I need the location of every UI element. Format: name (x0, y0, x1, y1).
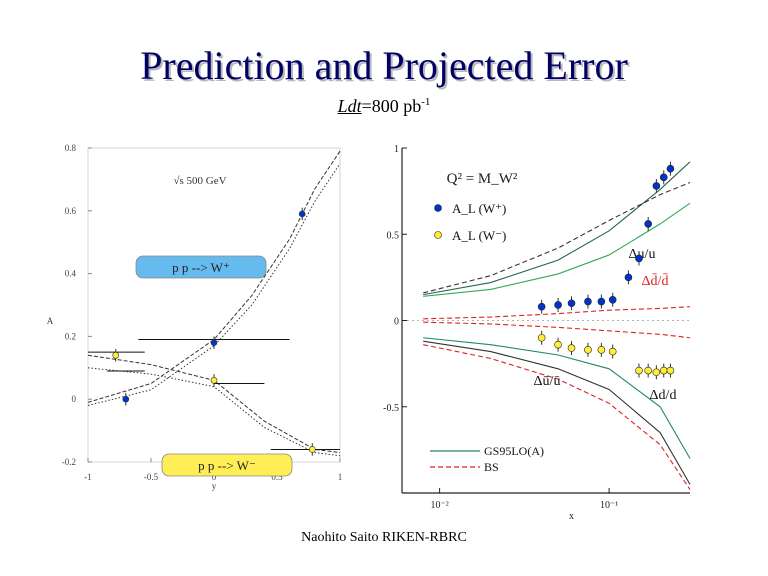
theory-curve (87, 150, 341, 403)
data-point (537, 333, 546, 342)
legend-marker-w-minus (434, 231, 442, 239)
x-tick-label: 0 (212, 472, 217, 482)
y-tick-label: 0.5 (387, 230, 400, 241)
y-tick-label: 1 (394, 144, 399, 155)
process-box-label: p p --> W⁻ (198, 458, 256, 473)
luminosity-label: Ldt=800 pb-1 (0, 96, 768, 117)
curve-label: Δd/d (650, 388, 677, 403)
luminosity-value: =800 pb (361, 96, 422, 116)
theory-curve (423, 306, 691, 320)
right-chart: 1 0.5 0 -0.5 10⁻² 10⁻¹ x Q² = M_W² A_L (W⁺) A_L (… (383, 144, 691, 522)
x-axis-label: x (569, 511, 574, 522)
process-box (161, 453, 293, 477)
y-tick-label: 0.4 (65, 269, 77, 279)
data-point (298, 210, 306, 218)
luminosity-symbol: Ldt (337, 96, 362, 116)
x-tick-label: -0.5 (144, 472, 159, 482)
x-axis-label: y (212, 481, 217, 491)
data-point (608, 296, 617, 304)
curve-label: Δd̄/d̄ (642, 273, 669, 289)
data-point (666, 366, 675, 375)
legend-label-w-minus: A_L (W⁻) (452, 228, 506, 243)
data-point (624, 273, 633, 282)
x-tick-label: 10⁻¹ (600, 500, 618, 511)
y-axis-label: A (47, 316, 54, 326)
data-point (635, 366, 643, 375)
data-point (635, 254, 643, 263)
data-point (567, 299, 576, 308)
legend-label-w-plus: A_L (W⁺) (452, 201, 506, 216)
footer-credit: Naohito Saito RIKEN-RBRC (301, 530, 467, 545)
data-point (597, 346, 606, 354)
data-point (537, 302, 546, 311)
luminosity-exponent: -1 (421, 96, 431, 108)
y-tick-label: 0.8 (65, 143, 77, 153)
x-tick-label: 10⁻² (430, 500, 448, 511)
data-point (122, 395, 130, 403)
data-point (210, 339, 218, 346)
y-tick-label: 0 (394, 317, 399, 328)
q2-annotation: Q² = M_W² (447, 171, 518, 187)
theory-curve (423, 161, 691, 296)
y-tick-label: 0.2 (65, 331, 76, 341)
y-tick-label: 0 (72, 394, 77, 404)
data-point (652, 182, 661, 190)
process-box (135, 255, 267, 279)
theory-curve (423, 181, 691, 294)
legend-marker-w-plus (434, 204, 442, 212)
data-point (308, 446, 316, 453)
plot-frame (87, 147, 341, 463)
theory-curve (423, 344, 691, 490)
data-point (659, 173, 668, 182)
data-point (659, 366, 668, 375)
data-point (584, 346, 592, 354)
theory-curve (87, 367, 341, 457)
process-box-label: p p --> W⁺ (172, 260, 230, 275)
data-point (584, 297, 592, 306)
data-point (597, 297, 606, 306)
data-point (554, 301, 562, 309)
slide-title: Prediction and Projected Error (140, 43, 628, 88)
data-point (644, 220, 652, 228)
y-tick-label: -0.2 (62, 457, 76, 467)
x-tick-label: -1 (84, 472, 92, 482)
theory-curve (423, 337, 691, 459)
bottom-legend-label: GS95LO(A) (484, 444, 544, 458)
x-tick-label: 1 (338, 472, 343, 482)
curve-label: Δū/ū (534, 374, 561, 389)
theory-curve (423, 340, 691, 485)
theory-curve (87, 354, 341, 454)
data-point (608, 347, 617, 356)
x-tick-label: 0.5 (271, 472, 283, 482)
data-point (567, 344, 576, 352)
y-tick-label: 0.6 (65, 206, 77, 216)
data-point (210, 377, 218, 384)
theory-curve (423, 321, 691, 339)
data-point (666, 164, 675, 173)
theory-curve (423, 202, 691, 297)
theory-curve (87, 163, 341, 406)
data-point (112, 351, 120, 359)
left-chart: -0.2 0 0.2 0.4 0.6 0.8 -1 -0.5 0 0.5 1 Ay √s 500 GeV… (47, 143, 343, 491)
data-point (554, 340, 562, 349)
energy-label: √s 500 GeV (173, 175, 226, 187)
data-point (644, 366, 652, 375)
bottom-legend-label: BS (484, 460, 499, 474)
data-point (652, 368, 661, 377)
y-tick-label: -0.5 (383, 403, 399, 414)
